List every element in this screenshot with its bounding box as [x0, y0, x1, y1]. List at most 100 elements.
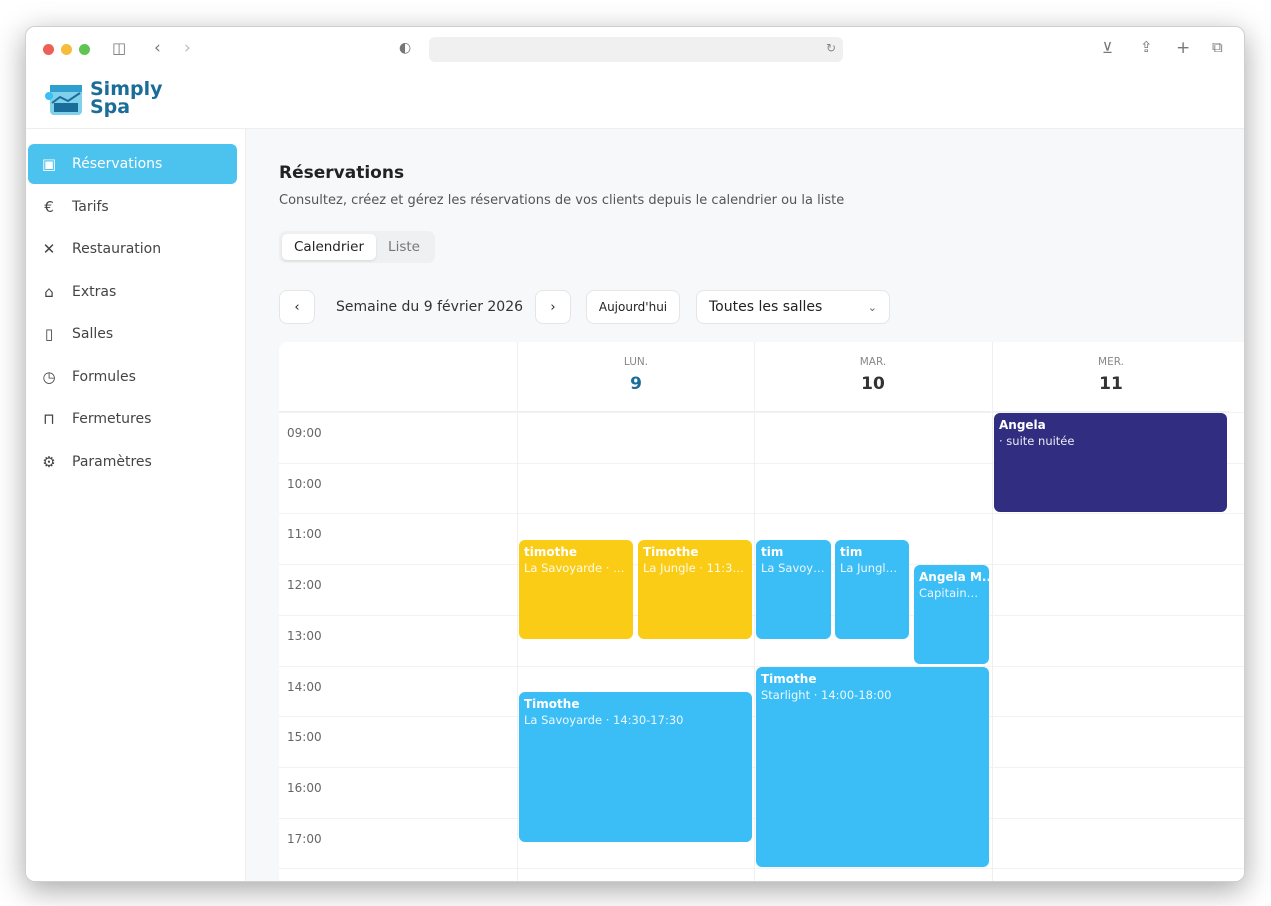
reservation-event[interactable]: tim La Savoya... — [756, 539, 831, 640]
day-name: MAR. — [859, 356, 887, 368]
hour-row — [279, 513, 1244, 515]
reservation-event[interactable]: Timothe La Savoyarde · 14:30-17:30 — [519, 691, 752, 842]
event-details: La Jungle · 11:30-... — [643, 560, 747, 575]
event-title: Timothe — [643, 544, 699, 559]
close-window-button[interactable] — [43, 44, 54, 55]
tab-liste[interactable]: Liste — [388, 239, 420, 255]
gear-icon: ⚙ — [42, 452, 56, 471]
reservation-event[interactable]: Timothe Starlight · 14:00-18:00 — [756, 666, 989, 868]
event-details: Starlight · 14:00-18:00 — [761, 687, 892, 702]
event-title: tim — [840, 544, 863, 559]
sidebar-toggle-icon[interactable]: ◫ — [112, 39, 127, 57]
sidebar-item-label: Extras — [72, 283, 117, 300]
hour-row — [279, 412, 1244, 413]
door-icon: ▯ — [44, 325, 54, 343]
browser-toolbar: ◫ ‹ › ◐ ↻ ⊻ ⇪ + ⧉ — [26, 27, 1244, 71]
sidebar-item-label: Tarifs — [72, 198, 109, 215]
day-column-line — [517, 412, 518, 881]
reservation-event[interactable]: Angela · suite nuitée — [994, 413, 1227, 513]
reservation-event[interactable]: timothe La Savoyarde · 1... — [519, 539, 633, 640]
time-label: 10:00 — [287, 476, 322, 491]
room-filter-select[interactable]: Toutes les salles ⌄ — [696, 290, 890, 324]
page-title: Réservations — [279, 163, 405, 183]
sidebar-item-4[interactable]: ▯ Salles — [28, 314, 237, 354]
day-header[interactable]: MAR. 10 — [754, 342, 991, 412]
event-details: La Jungle ·... — [840, 560, 904, 575]
logo-calendar-icon — [45, 85, 82, 115]
logo[interactable]: Simply Spa — [44, 79, 163, 117]
back-icon[interactable]: ‹ — [154, 38, 161, 58]
reservation-event[interactable]: Timothe La Jungle · 11:30-... — [638, 539, 752, 640]
time-label: 17:00 — [287, 831, 322, 846]
minimize-window-button[interactable] — [61, 44, 72, 55]
tabs-overview-icon[interactable]: ⧉ — [1212, 38, 1223, 56]
address-bar[interactable]: ↻ — [429, 37, 843, 62]
sidebar-item-label: Salles — [72, 326, 114, 342]
today-button[interactable]: Aujourd'hui — [586, 290, 680, 324]
event-title: Timothe — [524, 696, 580, 711]
day-number: 9 — [630, 374, 642, 394]
event-details: La Savoya... — [761, 560, 826, 575]
page-subtitle: Consultez, créez et gérez les réservatio… — [279, 193, 845, 208]
time-column-header — [279, 342, 517, 412]
hour-row — [279, 462, 1244, 464]
day-column-line — [992, 412, 993, 881]
sidebar-item-5[interactable]: ◷ Formules — [28, 357, 237, 397]
shield-icon: ◐ — [399, 40, 412, 56]
event-title: timothe — [524, 544, 578, 559]
utensils-icon: ✕ — [42, 240, 56, 258]
hour-row — [279, 868, 1244, 870]
calendar-check-icon: ▣ — [41, 155, 57, 173]
previous-week-button[interactable]: ‹ — [279, 290, 315, 324]
event-title: Angela — [999, 418, 1046, 432]
time-label: 12:00 — [287, 578, 322, 593]
next-week-button[interactable]: › — [535, 290, 571, 324]
sidebar-item-2[interactable]: ✕ Restauration — [28, 229, 237, 269]
reservation-event[interactable]: Angela M... Capitaine ... — [914, 565, 989, 665]
event-details: La Savoyarde · 14:30-17:30 — [524, 712, 684, 727]
sidebar-item-label: Formules — [72, 368, 136, 385]
new-tab-icon[interactable]: + — [1176, 38, 1191, 58]
clock-icon: ◷ — [42, 367, 56, 386]
week-label: Semaine du 9 février 2026 — [336, 299, 524, 315]
sidebar-item-6[interactable]: ⊓ Fermetures — [28, 399, 237, 439]
view-tabs: Calendrier Liste — [279, 231, 435, 263]
zoom-window-button[interactable] — [79, 44, 90, 55]
share-icon[interactable]: ⇪ — [1140, 38, 1153, 56]
time-label: 13:00 — [287, 628, 322, 643]
logo-text: Simply — [90, 78, 163, 100]
sidebar-item-label: Paramètres — [72, 453, 152, 470]
time-label: 14:00 — [287, 679, 322, 694]
time-label: 11:00 — [287, 527, 322, 542]
event-title: Angela M... — [919, 570, 989, 585]
tab-calendrier[interactable]: Calendrier — [282, 234, 377, 260]
tag-icon: ⌂ — [44, 282, 54, 301]
sidebar-item-7[interactable]: ⚙ Paramètres — [28, 442, 237, 482]
sidebar-item-label: Restauration — [72, 241, 162, 257]
reservation-event[interactable]: tim La Jungle ·... — [835, 539, 909, 640]
forward-icon[interactable]: › — [184, 38, 191, 58]
time-label: 09:00 — [287, 426, 322, 440]
room-filter-value: Toutes les salles — [709, 299, 823, 315]
reload-icon[interactable]: ↻ — [825, 41, 836, 55]
time-label: 15:00 — [287, 730, 322, 745]
euro-icon: € — [44, 197, 54, 216]
day-column-line — [754, 412, 755, 881]
sidebar-item-0[interactable]: ▣ Réservations — [28, 144, 237, 184]
logo-text: Spa — [90, 96, 131, 118]
day-number: 10 — [861, 374, 885, 394]
event-details: La Savoyarde · 1... — [524, 560, 628, 575]
event-title: tim — [761, 544, 784, 559]
download-icon[interactable]: ⊻ — [1102, 39, 1113, 57]
chevron-down-icon: ⌄ — [867, 300, 877, 314]
day-header[interactable]: LUN. 9 — [517, 342, 754, 412]
event-title: Timothe — [761, 671, 817, 686]
sidebar-item-1[interactable]: € Tarifs — [28, 187, 237, 227]
browser-window: ◫ ‹ › ◐ ↻ ⊻ ⇪ + ⧉ Simply Spa ▣ Réservation… — [25, 26, 1245, 882]
time-label: 16:00 — [287, 780, 322, 795]
hour-row — [279, 665, 1244, 667]
day-header[interactable]: MER. 11 — [992, 342, 1229, 412]
day-name: LUN. — [623, 356, 649, 368]
sidebar-item-3[interactable]: ⌂ Extras — [28, 272, 237, 312]
sidebar-item-label: Réservations — [72, 156, 163, 172]
